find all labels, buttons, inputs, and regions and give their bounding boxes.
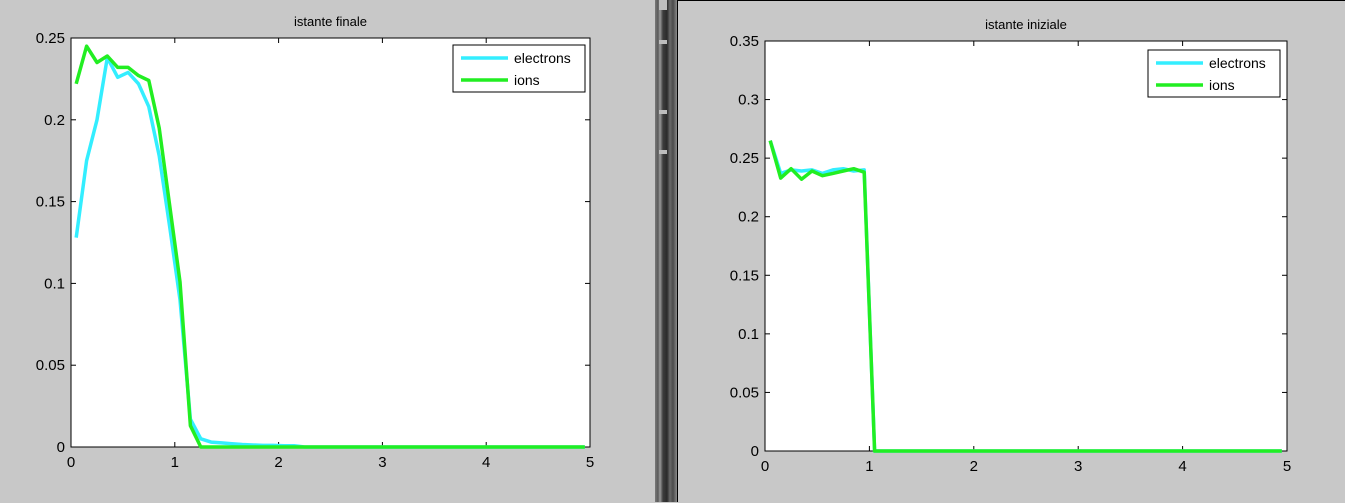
- y-tick-label: 0.05: [730, 384, 759, 401]
- y-tick-label: 0.2: [44, 112, 65, 129]
- legend: electrons ions: [1147, 49, 1281, 98]
- legend-box: [1147, 49, 1281, 98]
- series-line-ions: [74, 44, 585, 449]
- legend-label: electrons: [514, 50, 571, 66]
- x-tick-label: 0: [761, 458, 769, 475]
- series-line-ions: [768, 140, 1282, 453]
- y-tick-label: 0.3: [738, 92, 759, 109]
- splitter-grip: [659, 0, 667, 10]
- y-tick-label: 0.25: [36, 30, 65, 47]
- x-tick-label: 2: [274, 454, 282, 471]
- legend-label: electrons: [1209, 55, 1266, 71]
- y-tick-label: 0.35: [730, 33, 759, 50]
- legend-label: ions: [514, 72, 540, 88]
- x-tick-label: 4: [1178, 458, 1186, 475]
- legend-box: [452, 44, 586, 93]
- chart-istante-finale: istante finale 0 1 2 3 4 5 0 0.05 0.1 0.15 0.2 0.25 e…: [36, 14, 594, 471]
- legend-label: ions: [1209, 77, 1235, 93]
- y-tick-label: 0: [57, 439, 65, 456]
- x-tick-label: 3: [378, 454, 386, 471]
- plot-area: [70, 37, 591, 448]
- x-tick-label: 1: [171, 454, 179, 471]
- splitter-grip: [659, 40, 667, 44]
- x-tick-label: 4: [482, 454, 490, 471]
- figure-window-left: istante finale 0 1 2 3 4 5 0 0.05 0.1 0.15 0.2 0.25 e…: [0, 0, 655, 502]
- x-tick-label: 0: [67, 454, 75, 471]
- x-tick-label: 1: [865, 458, 873, 475]
- x-tick-label: 3: [1074, 458, 1082, 475]
- chart-title: istante iniziale: [985, 17, 1067, 32]
- chart-title: istante finale: [294, 14, 367, 29]
- y-tick-label: 0.25: [730, 150, 759, 167]
- y-tick-label: 0.2: [738, 209, 759, 226]
- x-tick-label: 5: [1283, 458, 1291, 475]
- figure-window-right: istante iniziale 0 1 2 3 4 5 0 0.05 0.1 0.15 0.2 0.2…: [677, 0, 1345, 502]
- chart-istante-iniziale: istante iniziale 0 1 2 3 4 5 0 0.05 0.1 0.15 0.2 0.2…: [730, 17, 1291, 475]
- y-tick-label: 0.15: [36, 194, 65, 211]
- x-tick-label: 2: [970, 458, 978, 475]
- y-tick-label: 0.05: [36, 357, 65, 374]
- splitter-grip: [659, 150, 667, 154]
- plot-area: [764, 40, 1288, 452]
- y-tick-label: 0.15: [730, 267, 759, 284]
- y-tick-label: 0.1: [44, 275, 65, 292]
- legend: electrons ions: [452, 44, 586, 93]
- window-splitter[interactable]: [655, 0, 677, 502]
- y-tick-label: 0: [751, 443, 759, 460]
- splitter-grip: [659, 110, 667, 114]
- y-tick-label: 0.1: [738, 326, 759, 343]
- x-tick-label: 5: [586, 454, 594, 471]
